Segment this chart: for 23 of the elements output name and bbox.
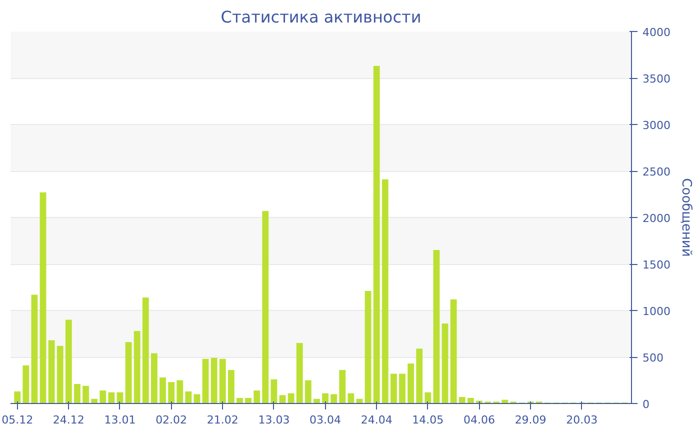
x-tick-label: 14.05 [412,414,444,426]
y-tick-label: 2000 [642,212,670,225]
y-tick-label: 3000 [642,119,670,132]
y-tick-label: 0 [642,398,650,411]
x-tick-label: 04.06 [464,414,495,426]
x-tick-label: 05.12 [2,414,34,426]
x-tick-label: 13.03 [258,414,290,426]
x-tick-label: 24.12 [52,414,84,426]
x-tick-label: 02.02 [156,414,188,426]
x-tick-label: 03.04 [310,414,342,426]
y-tick-label: 3500 [642,72,670,86]
x-tick-label: 29.09 [514,414,546,426]
y-tick-label: 500 [642,352,664,364]
chart-title: Статистика активности [220,8,422,26]
x-tick-label: 20.03 [566,414,598,426]
y-tick-label: 1000 [642,305,670,318]
y-tick-label: 4000 [642,26,670,39]
x-tick-label: 24.04 [360,414,392,426]
y-tick-label: 2500 [642,166,670,178]
y-tick-label: 1500 [642,258,670,272]
x-tick-label: 21.02 [206,414,238,426]
x-tick-label: 13.01 [104,414,136,426]
y-axis-title: Сообщений [678,178,694,257]
